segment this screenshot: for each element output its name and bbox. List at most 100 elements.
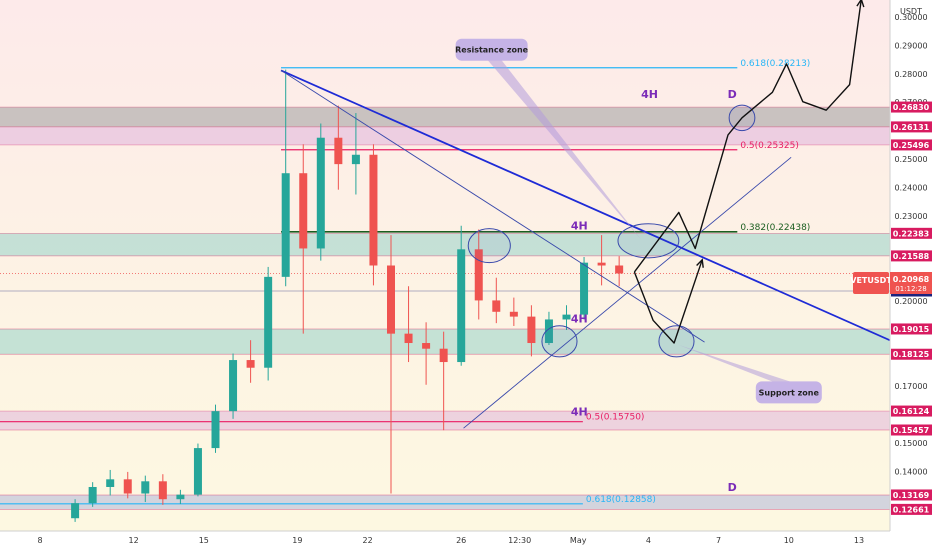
y-tick-label-3: 0.20000 — [894, 297, 927, 306]
countdown-label: 01:12:28 — [895, 285, 926, 293]
support-pointer — [678, 345, 793, 383]
trendline-1 — [280, 70, 705, 343]
x-tick-label-9: 7 — [716, 536, 721, 545]
price-tag-1 — [891, 121, 932, 133]
candle-body-14 — [316, 137, 325, 249]
candle-body-31 — [615, 265, 624, 274]
candles-layer — [71, 69, 624, 522]
candle-body-25 — [509, 311, 518, 317]
zone-5 — [0, 494, 920, 510]
price-tag-2 — [891, 139, 932, 151]
price-tag-0 — [891, 101, 932, 113]
y-tick-label-9: 0.29000 — [894, 41, 927, 50]
candle-body-2 — [106, 479, 115, 487]
callouts-layer: Resistance zone Support zone — [455, 38, 822, 404]
timeframe-label-5: D — [728, 481, 737, 494]
fib-levels-layer: 0.618(0.28213) 0.5(0.25325) 0.382(0.22438)… — [0, 59, 810, 505]
price-axis[interactable] — [890, 0, 932, 531]
price-tag-4 — [891, 250, 932, 262]
candle-body-10 — [246, 360, 255, 368]
candle-body-4 — [141, 481, 150, 494]
candle-body-17 — [369, 154, 378, 266]
candle-body-24 — [492, 300, 501, 312]
highlight-circle-3 — [658, 325, 695, 358]
candle-body-18 — [387, 265, 395, 334]
x-tick-label-0: 8 — [37, 536, 42, 545]
price-tag-6 — [891, 323, 932, 335]
candle-body-23 — [474, 249, 483, 301]
candle-body-29 — [580, 262, 589, 315]
fib-label-0: 0.618(0.28213) — [740, 59, 810, 69]
zone-4 — [0, 411, 920, 430]
timeframe-label-4: 4H — [571, 406, 588, 419]
candle-body-19 — [404, 333, 413, 344]
y-tags-layer: 0.268300.261310.254960.223830.215880.203… — [891, 101, 932, 515]
timeframe-label-2: 4H — [571, 219, 588, 232]
candle-body-8 — [211, 411, 220, 449]
candle-body-15 — [334, 137, 343, 165]
y-tick-label-8: 0.28000 — [894, 70, 927, 79]
support-callout-box — [755, 381, 822, 404]
fib-label-2: 0.382(0.22438) — [740, 223, 810, 233]
y-tick-label-0: 0.14000 — [894, 467, 927, 476]
x-tick-label-8: 4 — [646, 536, 651, 545]
x-ticks-layer: 8 12 15 19 22 26 12:30 May 4 7 10 13 — [37, 536, 864, 545]
trendlines-layer — [280, 69, 921, 429]
x-tick-label-6: 12:30 — [508, 536, 531, 545]
candle-body-12 — [281, 173, 290, 277]
x-tick-label-2: 15 — [199, 536, 209, 545]
timeframe-labels-layer: 4H D 4H 4H 4H D — [571, 88, 737, 494]
x-tick-label-7: May — [570, 536, 587, 545]
zone-2 — [0, 233, 920, 256]
price-tag-label-0: 0.26830 — [893, 103, 930, 112]
resistance-callout-box — [455, 38, 528, 61]
candle-body-26 — [527, 316, 536, 344]
x-tick-label-1: 12 — [129, 536, 139, 545]
candle-body-22 — [457, 249, 466, 363]
price-tag-label-8: 0.16124 — [893, 407, 930, 416]
candle-body-5 — [158, 481, 167, 500]
currency-label: USDT — [900, 7, 922, 16]
price-tag-label-6: 0.19015 — [893, 325, 930, 334]
plot-background — [0, 0, 890, 531]
candle-body-7 — [193, 448, 202, 495]
candle-body-28 — [562, 314, 571, 320]
price-tag-7 — [891, 348, 932, 360]
candle-body-13 — [299, 173, 308, 249]
zones-layer — [0, 107, 920, 510]
x-tick-label-3: 19 — [292, 536, 302, 545]
zone-1 — [0, 126, 920, 145]
projection-path-arrowhead — [856, 0, 865, 8]
price-tag-9 — [891, 424, 932, 436]
trendline-0 — [280, 69, 921, 355]
x-tick-label-5: 26 — [456, 536, 466, 545]
price-tag-label-11: 0.12661 — [893, 505, 930, 514]
price-levels-layer — [0, 106, 890, 510]
projection-path — [633, 0, 862, 273]
price-tag-11 — [891, 503, 932, 515]
projection-layer — [633, 0, 865, 344]
candle-body-16 — [351, 154, 360, 165]
price-tag-label-7: 0.18125 — [893, 350, 930, 359]
time-axis[interactable] — [0, 531, 932, 550]
timeframe-label-3: 4H — [571, 312, 588, 325]
candle-body-27 — [544, 319, 553, 344]
trendline-2 — [463, 156, 792, 429]
price-tag-label-3: 0.22383 — [893, 229, 929, 238]
price-tag-label-1: 0.26131 — [893, 123, 930, 132]
current-price-label: 0.20968 — [893, 275, 930, 284]
candle-body-11 — [264, 276, 273, 368]
candle-body-20 — [422, 343, 431, 349]
x-tick-label-4: 22 — [363, 536, 373, 545]
alternate-path-arrowhead — [696, 258, 704, 268]
price-tag-10 — [891, 489, 932, 501]
candle-body-0 — [71, 503, 80, 519]
zone-0 — [0, 107, 920, 127]
price-tag-label-4: 0.21588 — [893, 252, 930, 261]
price-tag-label-9: 0.15457 — [893, 426, 929, 435]
y-tick-label-1: 0.15000 — [894, 439, 927, 448]
resistance-callout-text: Resistance zone — [455, 46, 529, 55]
symbol-label: VETUSDT — [850, 276, 892, 285]
resistance-pointer — [485, 57, 642, 240]
